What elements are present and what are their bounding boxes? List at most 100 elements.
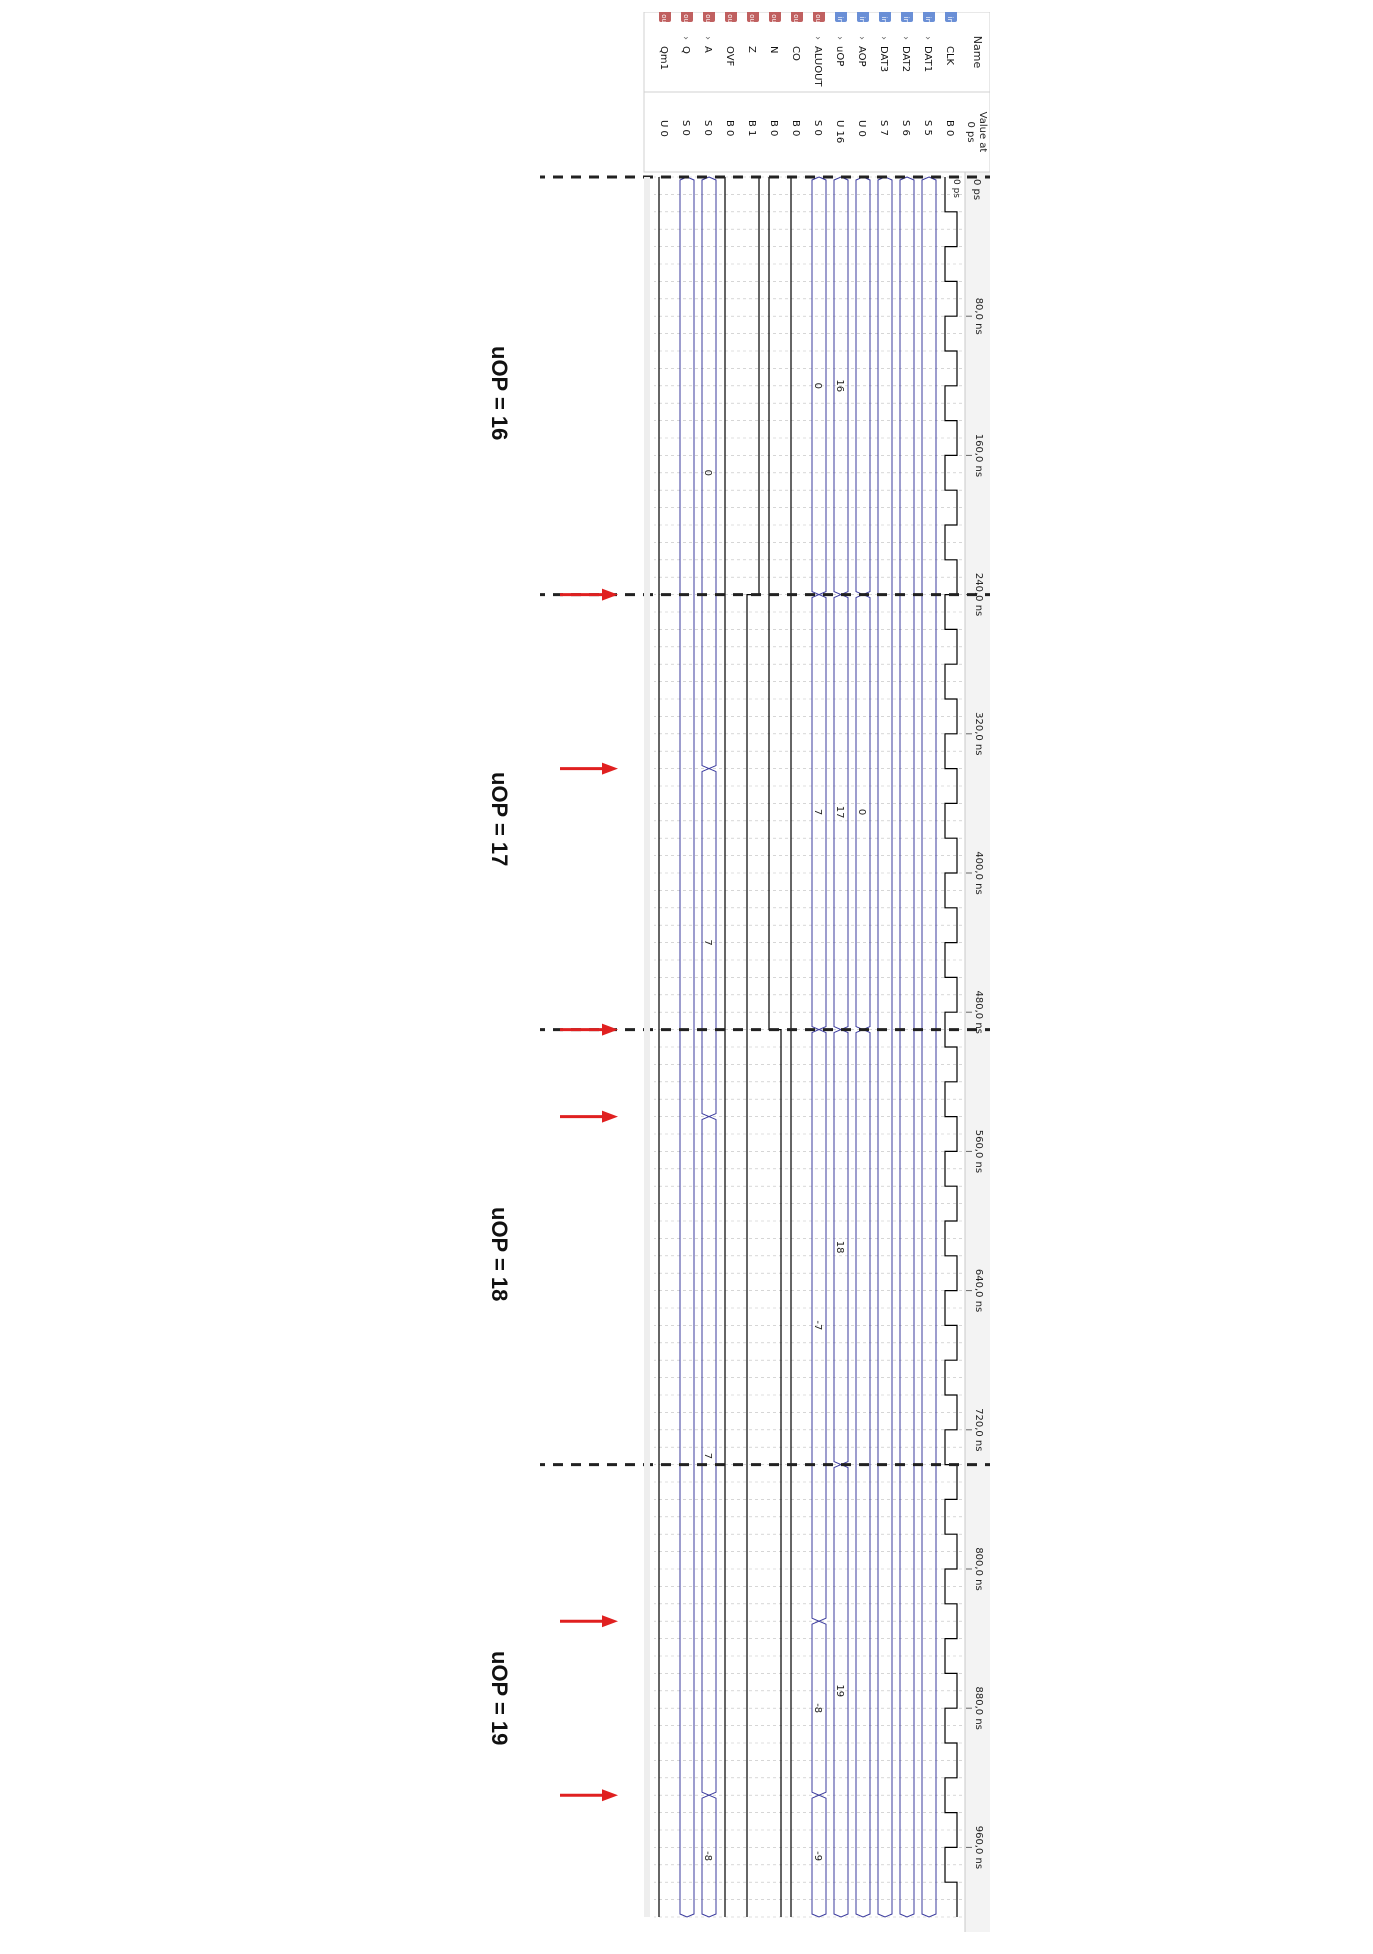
bus-value-label: 16 <box>834 379 845 392</box>
signal-value: S 7 <box>878 120 889 136</box>
uop-section-label: uOP = 16 <box>487 345 512 441</box>
signal-row[interactable]: out OVF B 0 <box>724 10 737 136</box>
output-pin-icon: out <box>769 10 781 26</box>
timeline-start-label: 0 ps <box>971 179 982 200</box>
signal-value: S 0 <box>702 120 713 136</box>
signal-value: B 0 <box>944 120 955 136</box>
svg-text:in: in <box>880 17 888 23</box>
signal-name: OVF <box>724 46 735 67</box>
signal-value: S 5 <box>922 120 933 136</box>
red-arrow-icon <box>560 1023 618 1036</box>
svg-text:in: in <box>836 17 844 23</box>
signal-row[interactable]: in › AOP U 0 <box>856 10 869 137</box>
time-tick-label: 80,0 ns <box>973 298 984 335</box>
bus-value-label: 18 <box>834 1241 845 1254</box>
expand-chevron-icon[interactable]: › <box>702 36 713 40</box>
red-arrow-icon <box>560 588 618 601</box>
expand-chevron-icon[interactable]: › <box>834 36 845 40</box>
svg-text:out: out <box>704 14 712 26</box>
red-arrow-icon <box>560 762 618 775</box>
signal-row[interactable]: in CLK B 0 <box>944 10 957 136</box>
bus-trace <box>679 176 695 1918</box>
signal-row[interactable]: out › Q S 0 <box>680 10 693 136</box>
signal-name: DAT2 <box>900 46 911 72</box>
expand-chevron-icon[interactable]: › <box>856 36 867 40</box>
red-arrow-icon <box>560 1110 618 1123</box>
expand-chevron-icon[interactable]: › <box>922 36 933 40</box>
bus-trace: 0 7 -7 -8 -9 <box>811 176 827 1918</box>
expand-chevron-icon[interactable]: › <box>900 36 911 40</box>
scrollbar[interactable] <box>644 177 650 1917</box>
uop-section-label: uOP = 17 <box>487 772 512 867</box>
signal-row[interactable]: in › uOP U 16 <box>834 10 847 143</box>
time-tick-label: 400,0 ns <box>973 851 984 894</box>
time-tick-label: 640,0 ns <box>973 1269 984 1312</box>
signal-value: B 0 <box>790 120 801 136</box>
bus-value-label: 7 <box>702 939 713 945</box>
bus-trace <box>899 176 915 1918</box>
bus-value-label: 0 <box>702 470 713 476</box>
signal-value: B 1 <box>746 120 757 136</box>
uop-section-label: uOP = 19 <box>487 1650 512 1746</box>
bus-value-label: 0 <box>812 383 823 389</box>
input-pin-icon: in <box>945 10 957 23</box>
value-column-time: 0 ps <box>965 121 976 142</box>
input-pin-icon: in <box>879 10 891 23</box>
expand-chevron-icon[interactable]: › <box>812 36 823 40</box>
signal-row[interactable]: out › A S 0 <box>702 10 715 136</box>
output-pin-icon: out <box>725 10 737 26</box>
bus-value-label: -8 <box>702 1851 713 1861</box>
time-tick-label: 160,0 ns <box>973 434 984 477</box>
svg-text:in: in <box>924 17 932 23</box>
bus-value-label: 7 <box>812 809 823 815</box>
signal-name: A <box>702 46 713 53</box>
signal-row[interactable]: out Z B 1 <box>746 10 759 136</box>
bus-trace <box>877 176 893 1918</box>
cursor-label: 0 ps <box>951 179 961 198</box>
output-pin-icon: out <box>703 10 715 26</box>
svg-text:in: in <box>858 17 866 23</box>
signal-row[interactable]: out Qm1 U 0 <box>658 10 671 137</box>
svg-text:out: out <box>682 14 690 26</box>
bus-value-label: -9 <box>812 1851 823 1861</box>
signal-row[interactable]: out CO B 0 <box>790 10 803 136</box>
signal-value: B 0 <box>768 120 779 136</box>
signal-row[interactable]: out N B 0 <box>768 10 781 136</box>
output-pin-icon: out <box>659 10 671 26</box>
svg-text:out: out <box>660 14 668 26</box>
svg-text:out: out <box>770 14 778 26</box>
waveform-viewer: Name Value at 0 ps 0 ps 0 ps 80,0 ns 160,0 ns 2… <box>540 10 995 1954</box>
bus-value-label: -7 <box>812 1320 823 1330</box>
bit-trace <box>944 177 958 1917</box>
time-tick-label: 960,0 ns <box>973 1826 984 1869</box>
signal-value: B 0 <box>724 120 735 136</box>
red-arrow-icon <box>560 1789 618 1802</box>
expand-chevron-icon[interactable]: › <box>680 36 691 40</box>
signal-value: S 0 <box>680 120 691 136</box>
signal-row[interactable]: in › DAT1 S 5 <box>922 10 935 136</box>
signal-row[interactable]: in › DAT3 S 7 <box>878 10 891 136</box>
signal-name: Q <box>680 46 691 54</box>
bus-value-label: -8 <box>812 1703 823 1713</box>
time-tick-label: 800,0 ns <box>973 1547 984 1590</box>
output-pin-icon: out <box>681 10 693 26</box>
signal-name: Z <box>746 46 757 53</box>
signal-name: DAT1 <box>922 46 933 72</box>
input-pin-icon: in <box>923 10 935 23</box>
output-pin-icon: out <box>791 10 803 26</box>
signal-value: S 0 <box>812 120 823 136</box>
signal-value: U 0 <box>658 120 669 137</box>
name-column-header: Name <box>971 36 984 69</box>
expand-chevron-icon[interactable]: › <box>878 36 889 40</box>
svg-text:out: out <box>814 14 822 26</box>
bus-value-label: 0 <box>856 809 867 815</box>
signal-row[interactable]: in › DAT2 S 6 <box>900 10 913 136</box>
bus-value-label: 7 <box>702 1453 713 1459</box>
signal-name: AOP <box>856 46 867 67</box>
input-pin-icon: in <box>835 10 847 23</box>
time-tick-label: 480,0 ns <box>973 991 984 1034</box>
signal-value: U 0 <box>856 120 867 137</box>
signal-row[interactable]: out › ALUOUT S 0 <box>812 10 825 136</box>
output-pin-icon: out <box>747 10 759 26</box>
